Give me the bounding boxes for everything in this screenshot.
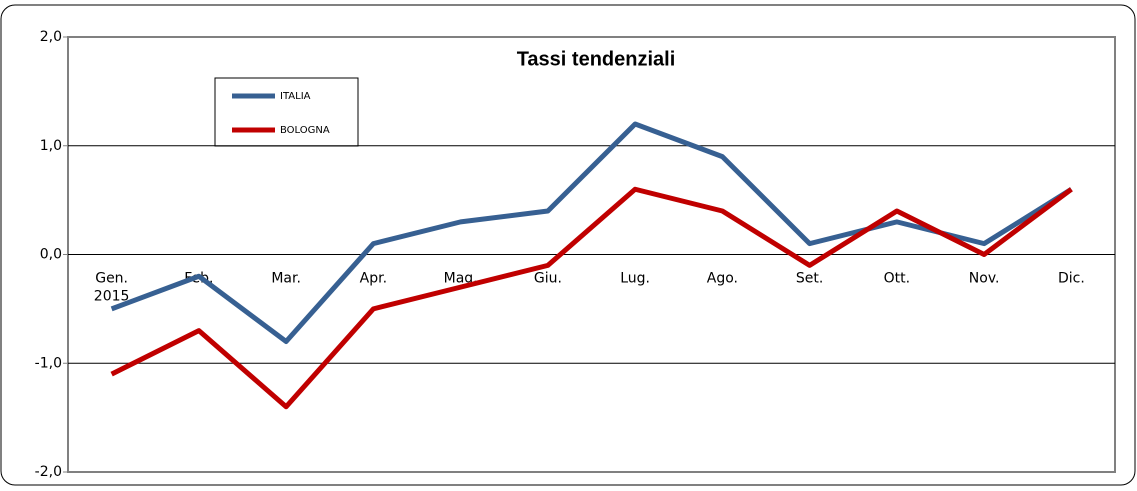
x-tick-label: Set. bbox=[796, 271, 823, 287]
y-tick-label: -1,0 bbox=[35, 355, 62, 371]
x-tick-label: Lug. bbox=[620, 271, 650, 287]
x-tick-label: Dic. bbox=[1058, 271, 1085, 287]
x-tick-label: Giu. bbox=[534, 271, 562, 287]
y-tick-label: -2,0 bbox=[35, 464, 62, 480]
legend bbox=[214, 77, 359, 147]
y-tick-label: 1,0 bbox=[40, 138, 62, 154]
x-tick-label: Mar. bbox=[271, 271, 301, 287]
x-tick-label: Ott. bbox=[884, 271, 910, 287]
y-tick-label: 0,0 bbox=[40, 247, 62, 263]
y-tick-label: 2,0 bbox=[40, 29, 62, 45]
x-tick-label: Gen. 2015 bbox=[94, 271, 130, 305]
line-series bbox=[110, 186, 1073, 410]
x-tick-label: Apr. bbox=[360, 271, 387, 287]
x-tick-label: Ago. bbox=[707, 271, 738, 287]
line-series bbox=[110, 121, 1073, 344]
x-tick-label: Nov. bbox=[969, 271, 1000, 287]
legend-label: BOLOGNA bbox=[280, 125, 330, 136]
legend-label: ITALIA bbox=[280, 91, 311, 102]
chart-title: Tassi tendenziali bbox=[517, 48, 676, 70]
